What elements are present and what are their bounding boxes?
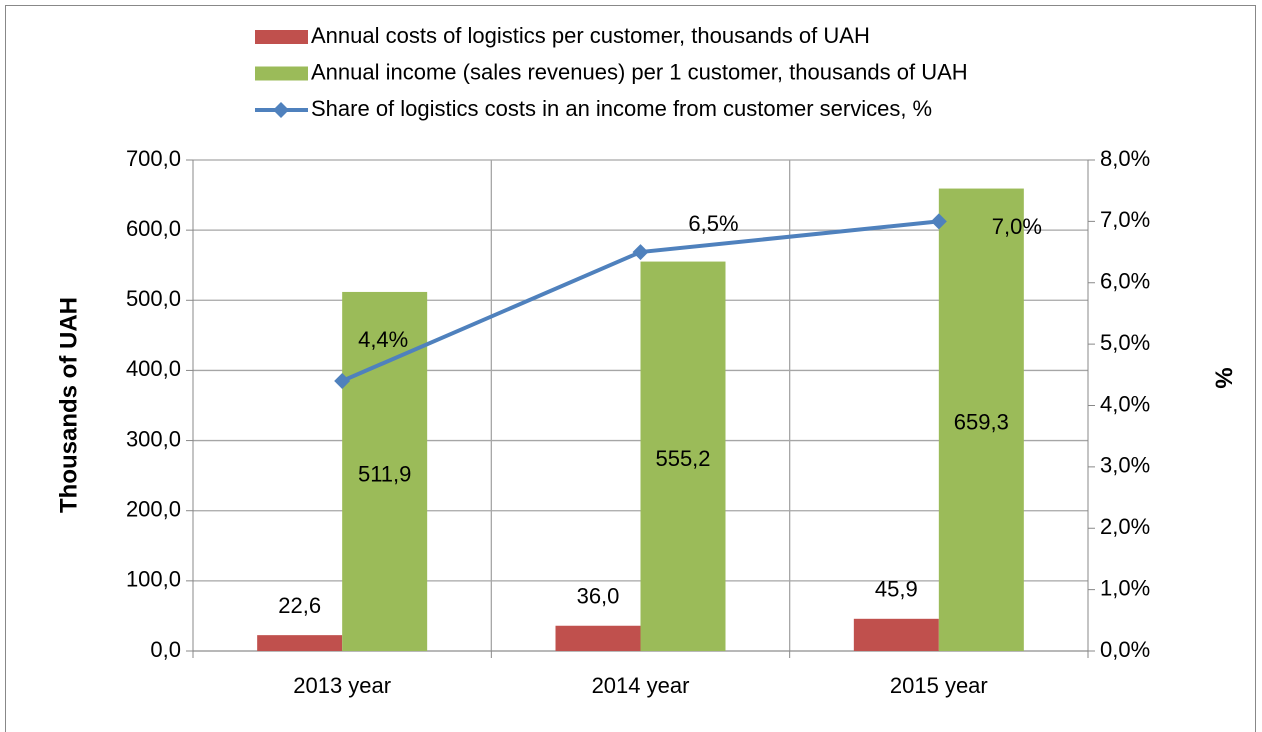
y-tick-label: 600,0 xyxy=(126,216,181,241)
chart-frame xyxy=(5,5,1256,732)
line-value-label: 7,0% xyxy=(992,214,1042,239)
bar xyxy=(640,261,726,651)
line-marker xyxy=(930,213,947,230)
y-tick-label: 100,0 xyxy=(126,567,181,592)
legend-label: Annual costs of logistics per customer, … xyxy=(311,23,870,48)
y2-tick-label: 1,0% xyxy=(1100,575,1150,600)
bar-value-label: 659,3 xyxy=(954,410,1009,435)
bar-value-label: 511,9 xyxy=(358,461,411,486)
legend-label: Annual income (sales revenues) per 1 cus… xyxy=(311,59,968,84)
x-tick-label: 2013 year xyxy=(293,673,391,698)
bar xyxy=(853,618,939,651)
bar-value-label: 36,0 xyxy=(577,584,620,609)
y2-tick-label: 7,0% xyxy=(1100,207,1150,232)
y-tick-label: 700,0 xyxy=(126,146,181,171)
bar-value-label: 45,9 xyxy=(875,577,918,602)
y2-tick-label: 0,0% xyxy=(1100,637,1150,662)
legend-swatch xyxy=(255,66,308,81)
legend-swatch xyxy=(255,30,308,44)
y2-tick-label: 4,0% xyxy=(1100,391,1150,416)
x-tick-label: 2015 year xyxy=(890,673,988,698)
y-tick-label: 200,0 xyxy=(126,497,181,522)
bar-value-label: 555,2 xyxy=(655,446,710,471)
bar xyxy=(257,635,343,651)
y2-axis-title: % xyxy=(1210,367,1237,388)
bar-value-label: 22,6 xyxy=(278,593,321,618)
y-tick-label: 500,0 xyxy=(126,286,181,311)
line-value-label: 6,5% xyxy=(688,211,738,236)
y2-tick-label: 3,0% xyxy=(1100,453,1150,478)
y2-tick-label: 8,0% xyxy=(1100,146,1150,171)
x-tick-label: 2014 year xyxy=(592,673,690,698)
y-axis-title: Thousands of UAH xyxy=(55,297,82,513)
line-value-label: 4,4% xyxy=(358,327,408,352)
line-marker xyxy=(334,372,351,389)
line-marker xyxy=(632,244,649,261)
bar xyxy=(938,188,1024,651)
y2-tick-label: 5,0% xyxy=(1100,330,1150,355)
y2-tick-label: 6,0% xyxy=(1100,269,1150,294)
legend-label: Share of logistics costs in an income fr… xyxy=(311,96,932,121)
y-tick-label: 400,0 xyxy=(126,356,181,381)
bar xyxy=(555,625,641,651)
legend-marker xyxy=(273,102,289,118)
y-tick-label: 300,0 xyxy=(126,426,181,451)
y2-tick-label: 2,0% xyxy=(1100,514,1150,539)
y-tick-label: 0,0 xyxy=(150,637,181,662)
